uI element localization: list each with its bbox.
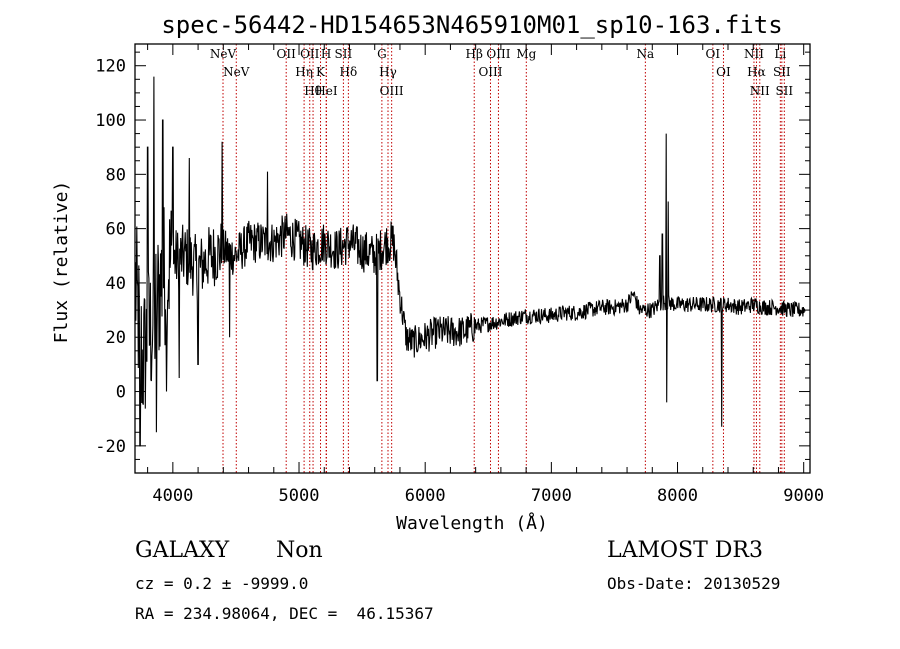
reference-line-label: Hη bbox=[295, 65, 313, 79]
obs-date-line: Obs-Date: 20130529 bbox=[607, 574, 781, 593]
y-tick-label: 40 bbox=[106, 274, 126, 294]
x-axis: 4000 5000 6000 7000 8000 9000 bbox=[147, 44, 824, 506]
x-tick-label: 5000 bbox=[279, 486, 320, 506]
y-tick-label: 80 bbox=[106, 165, 126, 185]
reference-line-label: OIII bbox=[486, 47, 510, 61]
reference-line-label: NII bbox=[750, 84, 770, 98]
y-tick-label: -20 bbox=[95, 437, 126, 457]
reference-line-label: Hγ bbox=[379, 65, 397, 79]
spectrum-series-line bbox=[134, 76, 806, 447]
reference-lines bbox=[222, 44, 785, 473]
plot-frame bbox=[134, 43, 811, 474]
y-tick-label: 60 bbox=[106, 220, 126, 240]
reference-line-label: K bbox=[316, 65, 326, 79]
reference-labels: NeVNeVOIIHηOIIHθKHHeISIIHδGHγOIIIHβOIIIO… bbox=[210, 47, 794, 98]
y-axis: -20 0 20 40 60 80 100 120 bbox=[95, 51, 810, 474]
reference-line-label: NeV bbox=[223, 65, 250, 79]
y-tick-label: 20 bbox=[106, 328, 126, 348]
reference-line-label: NII bbox=[744, 47, 764, 61]
object-subclass: Non bbox=[276, 538, 323, 563]
x-tick-label: 8000 bbox=[657, 486, 698, 506]
y-tick-label: 100 bbox=[95, 111, 126, 131]
reference-line-label: SII bbox=[775, 84, 793, 98]
x-tick-label: 4000 bbox=[152, 486, 193, 506]
chart-title: spec-56442-HD154653N465910M01_sp10-163.f… bbox=[161, 11, 782, 39]
reference-line-label: H bbox=[321, 47, 331, 61]
redshift-line: cz = 0.2 ± -9999.0 bbox=[135, 574, 309, 593]
reference-line-label: OI bbox=[716, 65, 731, 79]
x-tick-label: 7000 bbox=[531, 486, 572, 506]
reference-line-label: OIII bbox=[478, 65, 502, 79]
reference-line-label: Hδ bbox=[340, 65, 358, 79]
reference-line-label: Hθ bbox=[304, 84, 322, 98]
y-tick-label: 0 bbox=[116, 383, 126, 403]
y-axis-label: Flux (relative) bbox=[51, 181, 72, 344]
survey-label: LAMOST DR3 bbox=[607, 538, 763, 563]
reference-line-label: Na bbox=[637, 47, 655, 61]
y-tick-label: 120 bbox=[95, 57, 126, 77]
reference-line-label: OII bbox=[300, 47, 320, 61]
reference-line-label: SII bbox=[773, 65, 791, 79]
reference-line-label: SII bbox=[335, 47, 353, 61]
reference-line-label: OII bbox=[277, 47, 297, 61]
reference-line-label: Mg bbox=[516, 47, 536, 61]
x-axis-label: Wavelength (Å) bbox=[396, 512, 548, 534]
reference-line-label: NeV bbox=[210, 47, 237, 61]
reference-line-label: G bbox=[377, 47, 387, 61]
reference-line-label: OI bbox=[706, 47, 721, 61]
object-class: GALAXY bbox=[135, 538, 230, 563]
coordinates-line: RA = 234.98064, DEC = 46.15367 bbox=[135, 604, 434, 623]
reference-line-label: Hβ bbox=[466, 47, 483, 61]
reference-line-label: Li bbox=[774, 47, 786, 61]
reference-line-label: Hα bbox=[747, 65, 766, 79]
reference-line-label: OIII bbox=[380, 84, 404, 98]
x-tick-label: 9000 bbox=[783, 486, 824, 506]
x-tick-label: 6000 bbox=[405, 486, 446, 506]
reference-line-label: HeI bbox=[315, 84, 338, 98]
